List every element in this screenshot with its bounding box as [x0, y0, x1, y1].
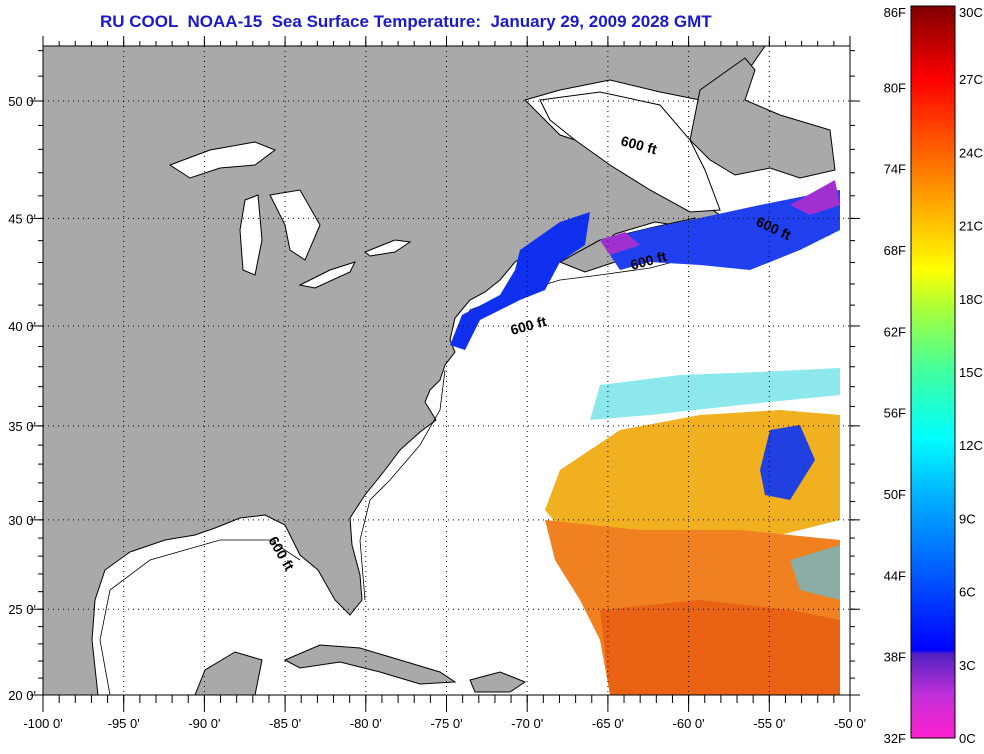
colorbar-c-label: 21C	[959, 219, 983, 234]
lake-michigan	[239, 194, 263, 276]
colorbar	[910, 5, 956, 739]
colorbar-f-label: 50F	[884, 487, 906, 502]
sst-patch-blue-eddy	[760, 425, 815, 500]
figure-title: RU COOL NOAA-15 Sea Surface Temperature:…	[100, 12, 712, 31]
graticule	[43, 46, 850, 695]
colorbar-c-label: 30C	[959, 5, 983, 20]
lat-label: 20 0'	[8, 688, 36, 703]
gulf-st-lawrence	[539, 91, 721, 213]
colorbar-f-label: 32F	[884, 731, 906, 746]
map-area: 600 ft 600 ft 600 ft 600 ft 600 ft	[43, 46, 850, 695]
lon-label: -55 0'	[753, 716, 785, 731]
lon-label: -60 0'	[673, 716, 705, 731]
lon-label: -95 0'	[108, 716, 140, 731]
sst-patch-warm-yellow	[545, 410, 840, 545]
lat-label: 25 0'	[8, 602, 36, 617]
colorbar-c-label: 3C	[959, 658, 976, 673]
sst-patch-hot	[600, 600, 840, 695]
colorbar-fahrenheit-labels: 86F 80F 74F 68F 62F 56F 50F 44F 38F 32F	[884, 5, 906, 746]
colorbar-c-label: 9C	[959, 511, 976, 526]
colorbar-c-label: 6C	[959, 585, 976, 600]
colorbar-f-label: 80F	[884, 80, 906, 95]
lon-label: -70 0'	[511, 716, 543, 731]
lon-label: -65 0'	[592, 716, 624, 731]
lake-huron	[269, 189, 321, 261]
colorbar-f-label: 38F	[884, 650, 906, 665]
colorbar-c-label: 18C	[959, 292, 983, 307]
latitude-labels: 20 0' 25 0' 30 0' 35 0' 40 0' 45 0' 50 0'	[8, 94, 36, 703]
colorbar-c-label: 15C	[959, 365, 983, 380]
colorbar-f-label: 56F	[884, 406, 906, 421]
lon-label: -80 0'	[350, 716, 382, 731]
colorbar-f-label: 62F	[884, 324, 906, 339]
lon-label: -100 0'	[23, 716, 62, 731]
colorbar-c-label: 12C	[959, 438, 983, 453]
sst-patch-scotian-shelf	[600, 190, 840, 270]
sst-patch-gulf-of-maine	[450, 212, 590, 350]
land-cuba	[283, 644, 457, 685]
sst-patch-cold-purple	[600, 180, 840, 255]
colorbar-celsius-labels: 30C 27C 24C 21C 18C 15C 12C 9C 6C 3C 0C	[959, 5, 983, 746]
lon-label: -50 0'	[834, 716, 866, 731]
sst-patch-cyan-fringe	[590, 368, 840, 420]
lon-label: -85 0'	[269, 716, 301, 731]
land-hispaniola	[469, 671, 527, 693]
lat-label: 30 0'	[8, 513, 36, 528]
lake-ontario	[364, 239, 412, 257]
lon-label: -75 0'	[430, 716, 462, 731]
lat-label: 45 0'	[8, 211, 36, 226]
lon-label: -90 0'	[188, 716, 220, 731]
sst-patch-cyan-east	[790, 545, 840, 600]
land-yucatan	[194, 651, 263, 695]
colorbar-f-label: 74F	[884, 162, 906, 177]
lat-label: 50 0'	[8, 94, 36, 109]
colorbar-f-label: 86F	[884, 5, 906, 20]
lat-label: 35 0'	[8, 419, 36, 434]
colorbar-c-label: 24C	[959, 145, 983, 160]
longitude-labels: -100 0' -95 0' -90 0' -85 0' -80 0' -75 0' -70…	[23, 716, 866, 731]
colorbar-f-label: 44F	[884, 568, 906, 583]
land-newfoundland	[689, 57, 836, 179]
colorbar-f-label: 68F	[884, 243, 906, 258]
colorbar-c-label: 27C	[959, 72, 983, 87]
lake-erie	[298, 261, 356, 289]
colorbar-c-label: 0C	[959, 731, 976, 746]
lat-label: 40 0'	[8, 319, 36, 334]
lake-superior	[168, 141, 277, 179]
